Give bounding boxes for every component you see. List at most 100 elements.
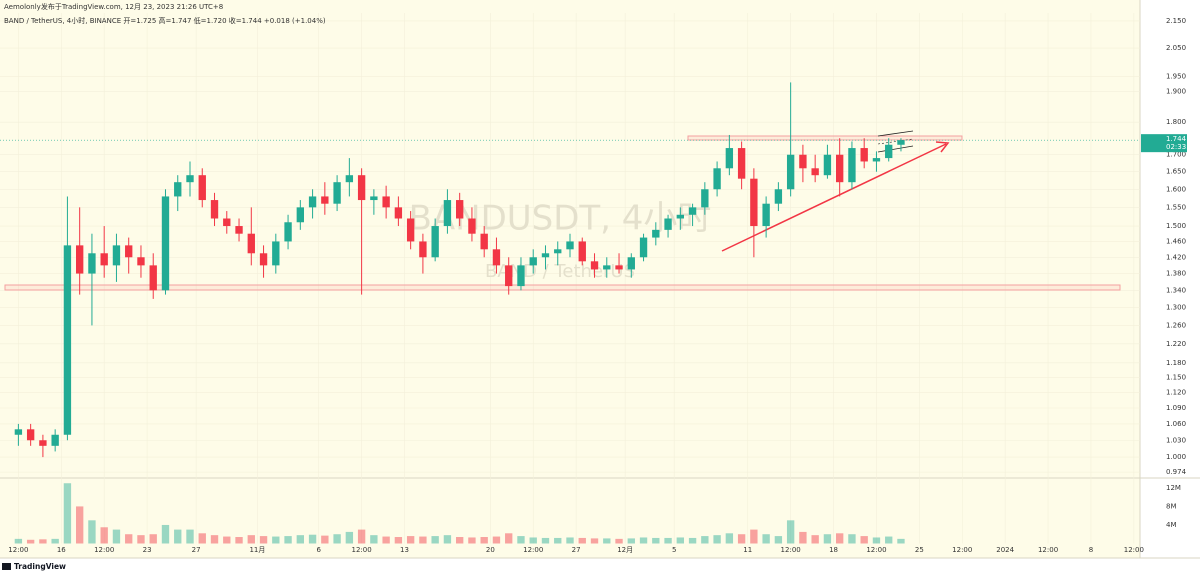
x-tick-label: 12:00 [781, 546, 801, 554]
candle-body [750, 178, 758, 227]
x-tick-label: 8 [1089, 546, 1093, 554]
candle-body [529, 257, 537, 266]
volume-bar [872, 537, 881, 544]
candle-body [149, 265, 157, 291]
volume-bar [885, 536, 893, 544]
y-tick-label: 1.300 [1166, 304, 1186, 312]
candle-body [688, 207, 697, 215]
volume-bar [406, 536, 415, 544]
volume-bar [603, 538, 611, 544]
volume-bar [505, 533, 513, 544]
y-tick-label: 1.600 [1166, 185, 1186, 193]
footer-brand: TradingView [14, 562, 66, 571]
candle-body [88, 253, 96, 274]
volume-bar [517, 536, 525, 544]
candle-body [456, 200, 464, 219]
volume-bar [578, 537, 586, 544]
y-tick-label: 1.900 [1166, 87, 1186, 95]
x-tick-label: 18 [829, 546, 838, 554]
x-tick-label: 23 [143, 546, 152, 554]
y-tick-label: 1.420 [1166, 253, 1186, 261]
pattern-line [877, 138, 914, 145]
volume-bar [443, 535, 452, 544]
candle-body [235, 226, 243, 234]
candle-body [897, 140, 905, 145]
arrow-head [935, 141, 950, 153]
y-tick-label: 1.650 [1166, 168, 1186, 176]
candle-body [480, 233, 488, 250]
candle-body [76, 245, 84, 274]
volume-bar [529, 537, 537, 544]
volume-bar [186, 529, 194, 544]
volume-bar [137, 535, 145, 544]
candle-body [333, 182, 341, 204]
y-tick-label: 1.000 [1166, 453, 1186, 461]
volume-bar [394, 537, 403, 544]
candle-body [468, 218, 476, 234]
volume-bar [272, 536, 280, 544]
candle-body [590, 261, 599, 270]
volume-bar [725, 533, 734, 544]
candle-body [615, 265, 623, 270]
candle-body [100, 253, 108, 266]
volume-bar [750, 529, 758, 544]
volume-bar [456, 537, 464, 544]
volume-bar [26, 539, 35, 544]
volume-bar [860, 536, 868, 544]
volume-bar [382, 536, 390, 544]
volume-bar [174, 529, 182, 544]
candle-body [811, 168, 819, 176]
y-tick-label: 1.150 [1166, 373, 1186, 381]
pattern-line [877, 130, 914, 137]
volume-bar [541, 537, 550, 544]
volume-bar [676, 537, 684, 544]
volume-bar [14, 538, 23, 544]
candle-body [186, 175, 194, 183]
volume-bar [701, 536, 709, 544]
volume-bar [198, 533, 206, 544]
candle-body [272, 241, 280, 266]
volume-bar [713, 535, 721, 544]
pattern-line [877, 145, 914, 153]
trend-arrow [721, 143, 947, 252]
y-tick-label: 1.550 [1166, 203, 1186, 211]
candle-body [419, 241, 427, 258]
candle-body [443, 200, 452, 227]
volume-bar [259, 536, 268, 544]
volume-bar [308, 534, 317, 544]
volume-bar [210, 535, 219, 544]
volume-bar [235, 537, 243, 544]
candle-body [578, 241, 586, 262]
volume-bar [100, 527, 108, 544]
volume-bar [149, 534, 157, 544]
candle-body [39, 440, 47, 446]
candle-body [554, 249, 562, 254]
candle-body [676, 214, 684, 219]
y-tick-label: 1.950 [1166, 73, 1186, 81]
volume-bar [786, 520, 795, 544]
x-tick-label: 11月 [249, 546, 265, 554]
volume-bar [431, 536, 439, 544]
symbol-line: BAND / TetherUS, 4小时, BINANCE 开=1.725 高=… [4, 16, 326, 25]
volume-bar [370, 535, 378, 544]
volume-bar [247, 535, 255, 544]
volume-bar [161, 524, 170, 544]
volume-bar [125, 534, 133, 544]
candle-body [296, 207, 304, 223]
x-tick-label: 25 [915, 546, 924, 554]
candle-body [406, 218, 415, 242]
volume-bar [823, 534, 832, 544]
volume-bar [897, 538, 905, 544]
x-tick-label: 6 [316, 546, 321, 554]
candle-body [345, 175, 354, 183]
candle-body [259, 253, 268, 266]
candle-body [737, 148, 746, 179]
volume-bar [223, 536, 231, 544]
y-tick-label: 1.500 [1166, 222, 1186, 230]
y-tick-label: 1.340 [1166, 286, 1186, 294]
y-tick-label: 1.090 [1166, 404, 1186, 412]
candle-body [799, 154, 807, 169]
x-tick-label: 5 [672, 546, 676, 554]
candle-body [137, 257, 145, 266]
candle-body [125, 245, 133, 258]
